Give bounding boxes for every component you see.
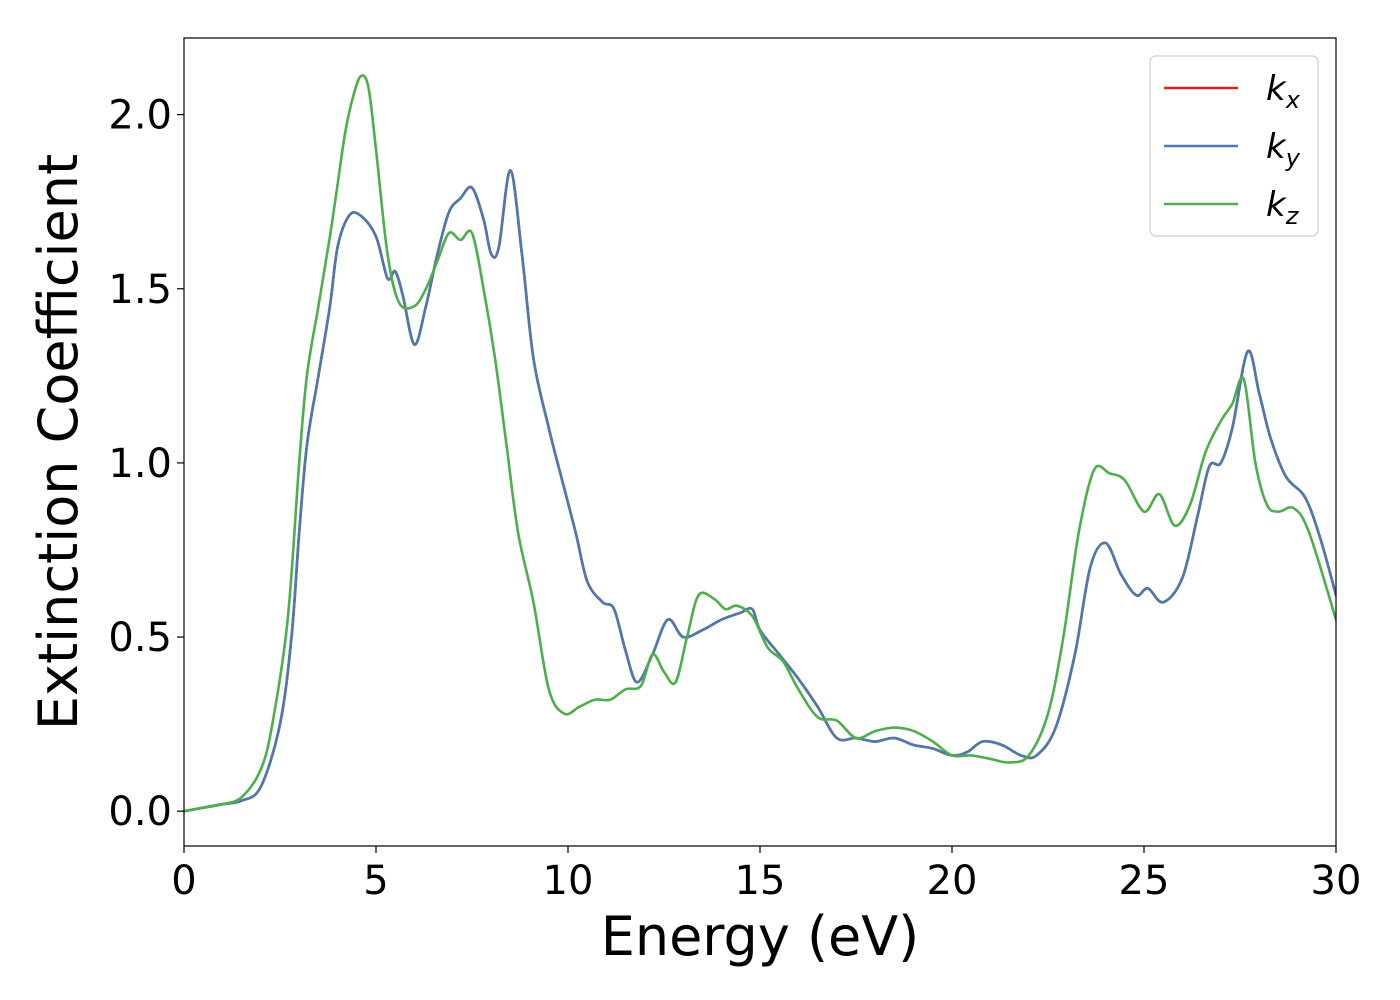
x-tick-label: 15 — [735, 858, 786, 904]
series-line-z — [184, 74, 1336, 813]
x-tick-label: 30 — [1311, 858, 1362, 904]
y-tick-label: 2.0 — [108, 93, 172, 139]
x-axis-label: Energy (eV) — [601, 905, 920, 968]
legend-label-y: ky — [1266, 127, 1301, 172]
x-tick-label: 5 — [363, 858, 388, 904]
y-axis-label: Extinction Coefficient — [27, 154, 90, 730]
y-tick-label: 0.0 — [108, 789, 172, 835]
legend-label-z: kz — [1266, 185, 1300, 230]
legend-label-x: kx — [1266, 69, 1301, 114]
x-tick-label: 20 — [927, 858, 978, 904]
y-tick-label: 1.0 — [108, 441, 172, 487]
x-tick-label: 25 — [1119, 858, 1170, 904]
series-layer — [184, 74, 1336, 813]
series-line-y — [184, 169, 1336, 813]
y-tick-label: 0.5 — [108, 615, 172, 661]
ticks-layer: 0 5 10 15 20 25 30 0.0 0.5 1.0 1.5 2.0 — [108, 93, 1361, 904]
x-tick-label: 0 — [171, 858, 196, 904]
x-tick-label: 10 — [543, 858, 594, 904]
legend: kx ky kz — [1149, 55, 1319, 237]
y-tick-label: 1.5 — [108, 267, 172, 313]
